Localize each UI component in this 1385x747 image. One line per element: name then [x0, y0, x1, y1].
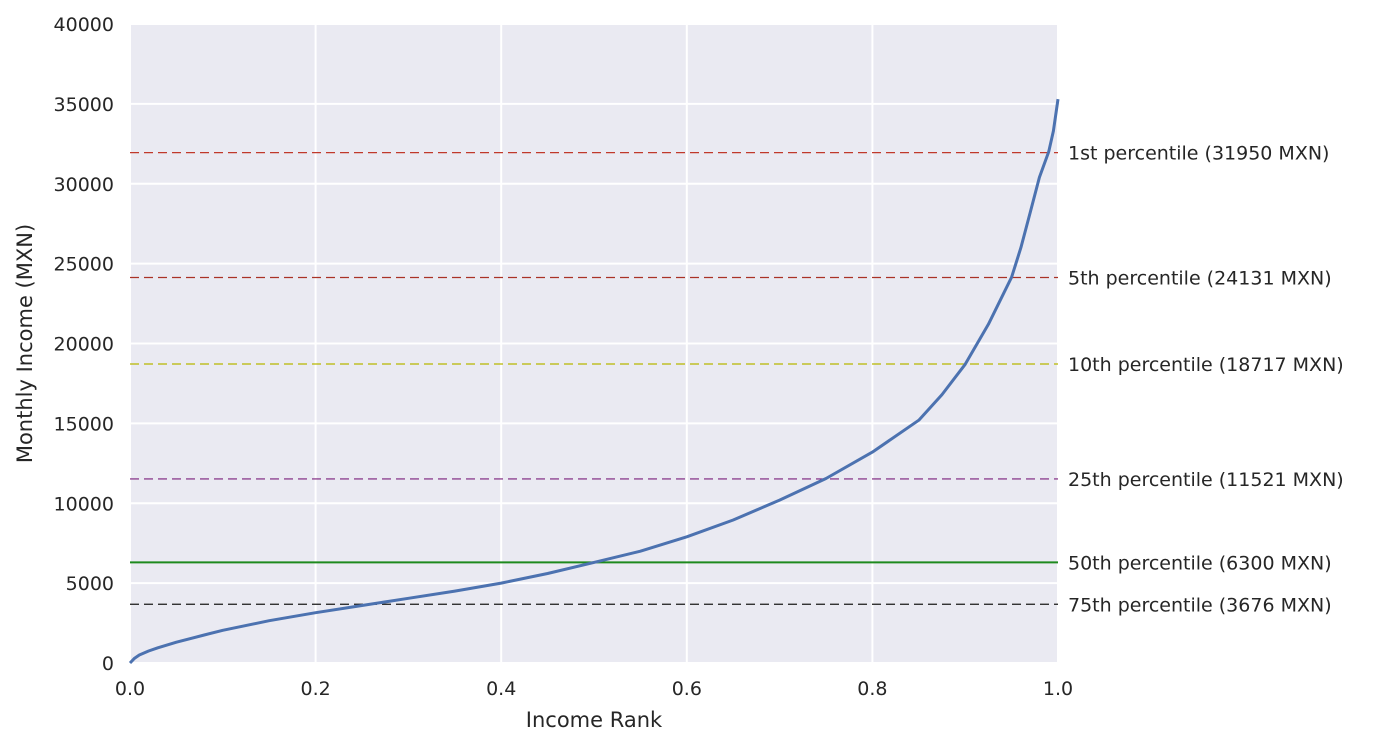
percentile-label: 25th percentile (11521 MXN): [1068, 469, 1344, 491]
x-tick-label: 0.6: [672, 678, 702, 700]
y-tick-label: 25000: [54, 254, 114, 276]
y-tick-label: 40000: [54, 14, 114, 36]
y-tick-label: 10000: [54, 493, 114, 515]
income-curve: [128, 98, 1060, 665]
percentile-label: 1st percentile (31950 MXN): [1068, 143, 1329, 165]
series-layer: [128, 98, 1060, 665]
y-tick-label: 0: [102, 653, 114, 675]
x-tick-label: 0.2: [300, 678, 330, 700]
percentile-label: 50th percentile (6300 MXN): [1068, 552, 1332, 574]
grid: [129, 23, 1059, 664]
y-tick-label: 30000: [54, 174, 114, 196]
x-tick-label: 1.0: [1043, 678, 1073, 700]
x-axis-label: Income Rank: [526, 708, 663, 732]
percentile-label: 10th percentile (18717 MXN): [1068, 354, 1344, 376]
x-tick-label: 0.4: [486, 678, 516, 700]
percentile-label: 75th percentile (3676 MXN): [1068, 594, 1332, 616]
y-tick-label: 20000: [54, 334, 114, 356]
x-axis-ticks: 0.0 0.2 0.4 0.6 0.8 1.0: [115, 678, 1073, 700]
percentile-labels: 1st percentile (31950 MXN) 5th percentile…: [1068, 143, 1344, 617]
x-tick-label: 0.0: [115, 678, 145, 700]
y-tick-label: 15000: [54, 413, 114, 435]
y-tick-label: 5000: [66, 573, 114, 595]
y-axis-label: Monthly Income (MXN): [13, 224, 37, 463]
y-axis-ticks: 0 5000 10000 15000 20000 25000 30000 35000 40000: [54, 14, 114, 675]
y-tick-label: 35000: [54, 94, 114, 116]
x-tick-label: 0.8: [857, 678, 887, 700]
percentile-reference-lines: [130, 151, 1058, 605]
percentile-label: 5th percentile (24131 MXN): [1068, 268, 1332, 290]
